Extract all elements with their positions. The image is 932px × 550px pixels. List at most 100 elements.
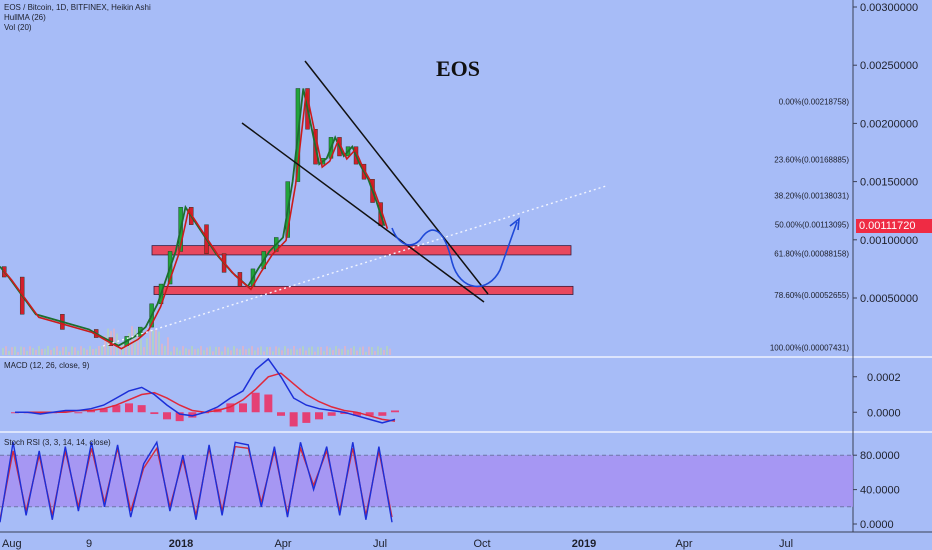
fib-level-label: 78.60%(0.00052655) [774,291,849,300]
volume-bar [227,347,229,355]
volume-bar [275,346,277,355]
trendline-lower[interactable] [241,122,485,303]
volume-bar [62,347,64,355]
macd-histogram-bar [327,412,336,416]
volume-bar [323,351,325,355]
macd-histogram-bar [340,412,349,415]
volume-bar [329,347,331,355]
support-zone[interactable] [151,245,572,256]
price-axis-label: 0.00200000 [860,118,918,130]
volume-bar [356,350,358,355]
volume-bar [92,349,94,355]
volume-bar [68,351,70,355]
volume-bar [38,346,40,355]
macd-histogram-bar [353,412,361,416]
fib-level-label: 50.00%(0.00113095) [775,221,849,230]
macd-histogram-bar [251,392,260,413]
volume-bar [377,346,379,355]
volume-bar [143,347,145,355]
macd-line[interactable] [15,357,396,424]
fib-level-label: 0.00%(0.00218758) [779,98,850,107]
volume-bar [140,339,142,355]
volume-bar [332,350,334,355]
stoch-k-line[interactable] [0,440,393,523]
volume-bar [371,347,373,355]
volume-bar [137,335,139,355]
time-axis-label: 2018 [169,538,193,550]
volume-bar [173,346,175,355]
forecast-path[interactable] [391,221,518,288]
volume-bar [74,347,76,355]
macd-histogram-bar [277,412,285,416]
stoch-label[interactable]: Stoch RSI (3, 3, 14, 14, close) [4,438,111,447]
volume-bar [308,347,310,355]
volume-bar [170,351,172,355]
volume-bar [206,347,208,355]
volume-bar [326,346,328,355]
volume-bar [368,346,370,355]
volume-bar [191,346,193,355]
hull-ma-label[interactable]: HullMA (26) [4,13,46,22]
fib-level-label: 38.20%(0.00138031) [774,192,849,201]
volume-label[interactable]: Vol (20) [4,23,32,32]
stoch-d-line[interactable] [0,445,393,520]
volume-bar [293,346,295,355]
volume-bar [209,346,211,355]
volume-bar [5,346,7,355]
macd-histogram-bar [112,405,121,413]
macd-histogram-bar [315,412,323,420]
price-axis-label: 0.00100000 [860,235,918,247]
stoch-band [0,455,853,507]
volume-bar [299,348,301,355]
volume-bar [320,347,322,355]
volume-bar [11,347,13,355]
macd-histogram-bar [150,412,159,415]
volume-bar [182,346,184,355]
volume-bar [131,326,133,355]
volume-bar [2,347,4,355]
volume-bar [188,349,190,355]
macd-histogram-bar [188,412,197,418]
macd-label[interactable]: MACD (12, 26, close, 9) [4,361,90,370]
volume-bar [347,349,349,355]
price-axis-label: 0.00300000 [860,2,918,14]
volume-bar [95,348,97,355]
volume-bar [338,348,340,355]
price-axis-label: 0.00050000 [860,293,918,305]
volume-bar [122,343,124,355]
volume-bar [41,348,43,355]
volume-bar [335,346,337,355]
time-axis-label: Oct [473,538,490,550]
volume-bar [380,347,382,355]
macd-histogram-bar [391,410,399,413]
support-zone[interactable] [153,285,574,295]
time-axis-label: Apr [274,538,291,550]
macd-histogram-bar [125,403,133,413]
volume-bar [134,329,136,355]
chart-title: EOS [436,56,481,81]
volume-bar [23,347,25,355]
volume-bar [17,351,19,355]
volume-bar [26,350,28,355]
macd-histogram-bar [36,412,45,415]
trendline-upper[interactable] [304,60,489,295]
volume-bar [353,346,355,355]
volume-bar [65,346,67,355]
hull-ma-line[interactable] [2,91,389,350]
macd-signal-line[interactable] [15,372,396,422]
volume-bar [218,346,220,355]
fib-level-label: 100.00%(0.00007431) [770,344,850,353]
volume-bar [14,346,16,355]
macd-histogram-bar [378,412,387,416]
macd-histogram-bar [87,410,95,413]
volume-bar [374,351,376,355]
volume-bar [245,349,247,355]
price-axis-label: 0.00150000 [860,177,918,189]
volume-bar [302,346,304,355]
volume-bar [212,351,214,355]
volume-bar [203,350,205,355]
macd-histogram-bar [264,394,273,413]
volume-bar [56,346,58,355]
volume-bar [269,346,271,355]
